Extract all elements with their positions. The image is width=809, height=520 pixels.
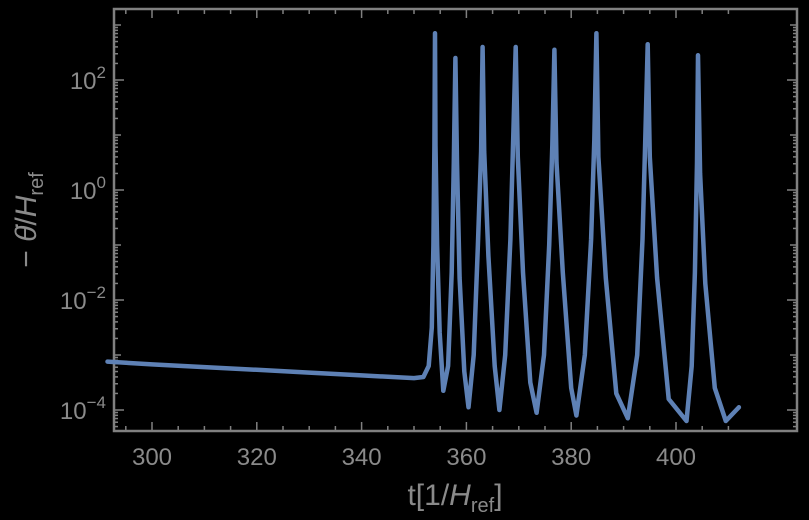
y-axis-label: − θ̇/Href	[10, 172, 48, 268]
x-tick-label: 300	[132, 444, 172, 471]
x-tick-labels: 300 320 340 360 380 400	[132, 444, 696, 471]
y-tick-label: 100	[70, 173, 106, 205]
y-axis-label-prefix: −	[10, 242, 43, 268]
x-tick-label: 340	[342, 444, 382, 471]
data-series-line	[105, 30, 742, 424]
y-axis-label-sub: ref	[26, 172, 48, 196]
y-axis-label-slash: /	[10, 217, 43, 226]
y-tick-label: 10−2	[60, 283, 106, 315]
y-tick-labels: 102 100 10−2 10−4	[60, 63, 106, 425]
x-axis-label: t[1/Href]	[407, 479, 502, 517]
x-tick-label: 400	[656, 444, 696, 471]
x-tick-label: 320	[237, 444, 277, 471]
y-tick-label: 10−4	[60, 393, 106, 425]
axis-ticks	[114, 9, 797, 431]
x-tick-label: 380	[551, 444, 591, 471]
y-tick-label: 102	[70, 63, 106, 95]
x-axis-label-h: H	[449, 479, 471, 512]
x-axis-label-close: ]	[494, 479, 502, 512]
x-axis-label-main: t[1/	[407, 479, 449, 512]
plot-frame	[112, 7, 799, 433]
y-axis-label-theta: θ̇	[10, 224, 43, 242]
y-axis-label-h: H	[10, 195, 43, 217]
x-tick-label: 360	[446, 444, 486, 471]
x-axis-label-sub: ref	[471, 495, 495, 517]
